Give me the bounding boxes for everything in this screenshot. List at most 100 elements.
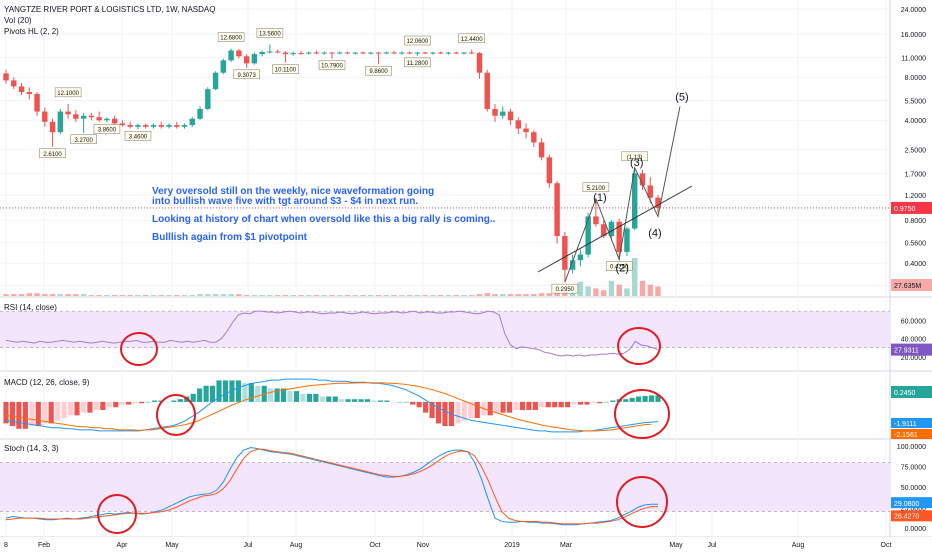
- candle-body[interactable]: [655, 197, 661, 208]
- candle-body[interactable]: [305, 52, 312, 54]
- candle-body[interactable]: [500, 111, 506, 116]
- volume-bar: [352, 295, 359, 296]
- candle-body[interactable]: [414, 52, 421, 54]
- candle-body[interactable]: [546, 157, 553, 184]
- candle-body[interactable]: [88, 115, 95, 118]
- candle-body[interactable]: [96, 117, 102, 121]
- macd-pane[interactable]: [3, 378, 661, 433]
- price-pane[interactable]: 12.6800 13.5600 12.1000 12.0600 12.4400 5.210…: [0, 28, 890, 296]
- candle-body[interactable]: [375, 52, 382, 54]
- candle-body[interactable]: [523, 128, 529, 133]
- macd-histogram-bar: [22, 401, 28, 429]
- candle-body[interactable]: [368, 52, 374, 54]
- candle-body[interactable]: [616, 221, 622, 252]
- candle-body[interactable]: [142, 125, 149, 127]
- candle-body[interactable]: [608, 221, 615, 237]
- candle-body[interactable]: [127, 125, 133, 127]
- candle-body[interactable]: [329, 52, 335, 54]
- candle-body[interactable]: [569, 260, 576, 270]
- macd-histogram-bar: [164, 401, 170, 403]
- macd-hist-value: 0.2450: [894, 390, 916, 397]
- candle-body[interactable]: [391, 52, 397, 54]
- candle-body[interactable]: [212, 72, 219, 90]
- candle-body[interactable]: [298, 53, 304, 55]
- candle-body[interactable]: [228, 50, 234, 61]
- candle-body[interactable]: [104, 118, 110, 121]
- candle-body[interactable]: [562, 236, 568, 270]
- candle-body[interactable]: [600, 224, 607, 237]
- candle-body[interactable]: [531, 132, 537, 143]
- candle-body[interactable]: [119, 123, 126, 126]
- candle-body[interactable]: [352, 52, 359, 54]
- candle-body[interactable]: [647, 185, 653, 198]
- stoch-pane[interactable]: [0, 447, 890, 526]
- candle-body[interactable]: [406, 52, 413, 54]
- candle-body[interactable]: [476, 53, 483, 73]
- candle-body[interactable]: [197, 108, 203, 119]
- candle-body[interactable]: [158, 125, 164, 127]
- candle-body[interactable]: [80, 115, 87, 119]
- candle-body[interactable]: [321, 52, 327, 54]
- candle-body[interactable]: [220, 60, 227, 73]
- rsi-axis-label: 40.0000: [901, 337, 926, 344]
- candle-body[interactable]: [243, 56, 250, 64]
- candle-body[interactable]: [42, 111, 48, 122]
- candle-body[interactable]: [313, 52, 320, 54]
- candle-body[interactable]: [251, 54, 258, 64]
- candle-body[interactable]: [135, 125, 141, 127]
- candle-body[interactable]: [274, 51, 281, 53]
- candle-body[interactable]: [236, 50, 242, 57]
- candle-body[interactable]: [344, 52, 351, 54]
- candle-body[interactable]: [461, 52, 467, 54]
- candle-body[interactable]: [360, 52, 366, 54]
- candle-body[interactable]: [166, 125, 172, 127]
- candle-body[interactable]: [111, 118, 118, 124]
- volume-bar: [531, 294, 537, 296]
- trend-line: [537, 185, 693, 273]
- candle-body[interactable]: [26, 92, 33, 95]
- candle-body[interactable]: [205, 89, 211, 109]
- candle-body[interactable]: [181, 125, 188, 127]
- candle-body[interactable]: [49, 121, 56, 133]
- candle-body[interactable]: [631, 173, 638, 229]
- candle-body[interactable]: [624, 228, 630, 252]
- candle-body[interactable]: [73, 114, 79, 119]
- candle-body[interactable]: [422, 52, 428, 54]
- candle-body[interactable]: [3, 73, 9, 81]
- candle-body[interactable]: [492, 108, 498, 116]
- candle-body[interactable]: [290, 53, 296, 55]
- candle-body[interactable]: [259, 52, 265, 55]
- candle-body[interactable]: [585, 216, 591, 255]
- candle-body[interactable]: [34, 94, 40, 112]
- candle-body[interactable]: [507, 111, 514, 121]
- candle-body[interactable]: [337, 52, 343, 54]
- candle-body[interactable]: [639, 173, 646, 186]
- candle-body[interactable]: [515, 120, 522, 129]
- macd-histogram-bar: [306, 393, 312, 402]
- candle-body[interactable]: [593, 216, 599, 225]
- macd-histogram-bar: [390, 401, 396, 403]
- candle-body[interactable]: [453, 52, 459, 54]
- candle-body[interactable]: [484, 72, 490, 109]
- candle-body[interactable]: [430, 52, 436, 54]
- candle-body[interactable]: [174, 125, 180, 127]
- volume-bar: [562, 291, 568, 296]
- candle-body[interactable]: [399, 52, 405, 54]
- rsi-pane[interactable]: [0, 310, 890, 357]
- candle-body[interactable]: [577, 254, 584, 261]
- candle-body[interactable]: [150, 125, 157, 127]
- candle-body[interactable]: [282, 52, 289, 55]
- candle-body[interactable]: [554, 183, 560, 237]
- candle-body[interactable]: [57, 111, 64, 133]
- candle-body[interactable]: [11, 80, 17, 87]
- candle-body[interactable]: [437, 52, 444, 54]
- candle-body[interactable]: [65, 111, 71, 115]
- candle-body[interactable]: [18, 86, 25, 93]
- candle-body[interactable]: [538, 142, 545, 158]
- candle-body[interactable]: [383, 52, 390, 54]
- candle-body[interactable]: [468, 52, 475, 54]
- candle-body[interactable]: [445, 52, 452, 54]
- candle-body[interactable]: [267, 51, 273, 53]
- candle-body[interactable]: [189, 118, 196, 126]
